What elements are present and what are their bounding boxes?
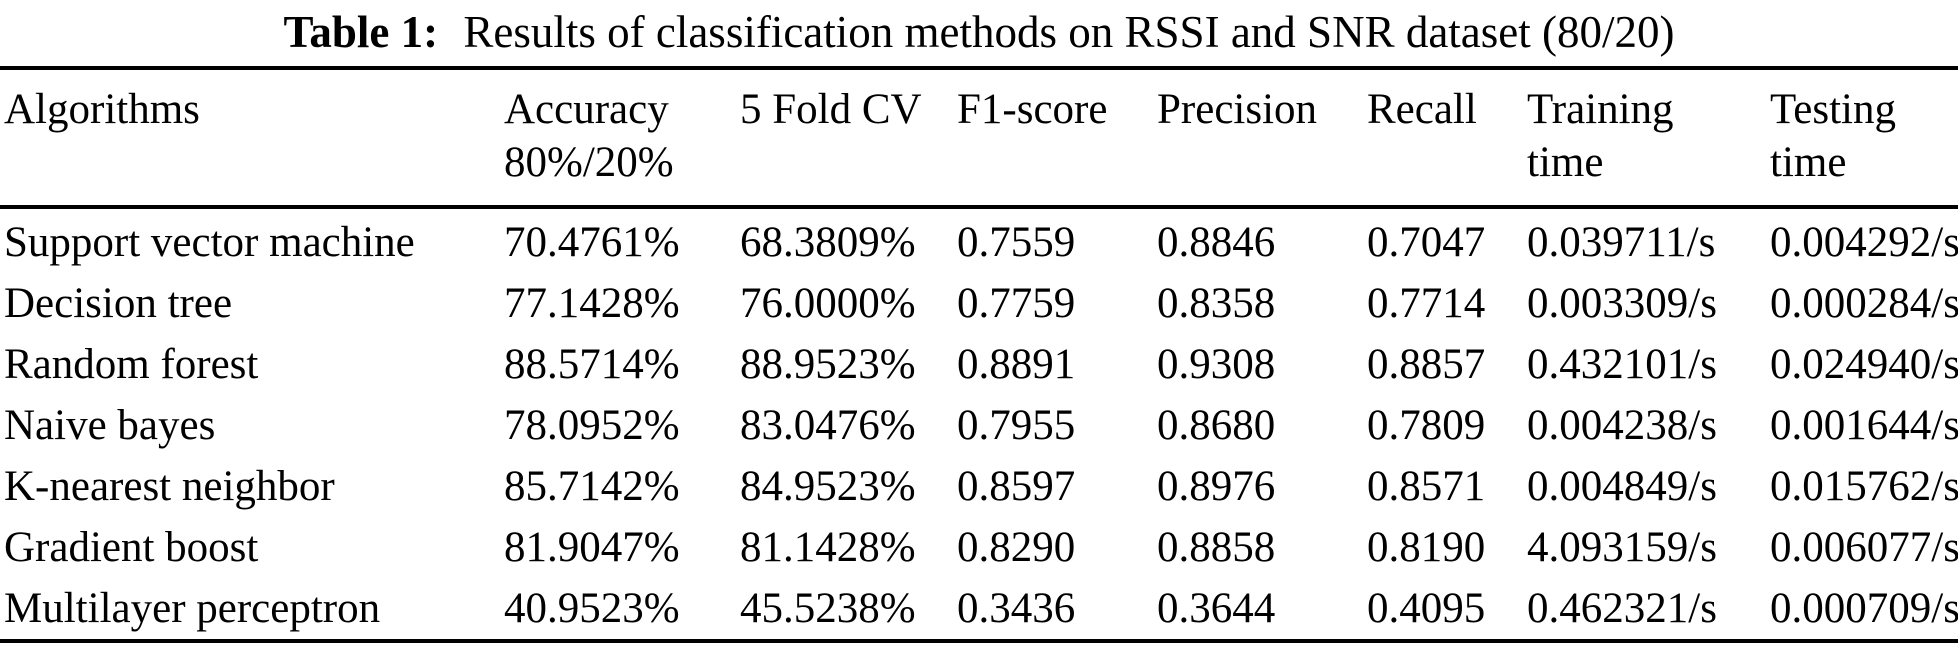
column-header-accuracy: Accuracy 80%/20% xyxy=(504,68,740,207)
cell-precision: 0.3644 xyxy=(1157,585,1276,632)
column-header-label: Testing xyxy=(1770,86,1896,133)
cell-testing-time: 0.004292/s xyxy=(1770,219,1958,266)
cell-accuracy: 81.9047% xyxy=(504,524,680,571)
cell-algorithm-name: Random forest xyxy=(4,341,259,388)
column-header-training-time: Training time xyxy=(1527,68,1770,207)
cell-5-fold-cv: 45.5238% xyxy=(740,585,916,632)
cell-5-fold-cv: 76.0000% xyxy=(740,280,916,327)
cell-f1-score: 0.8597 xyxy=(957,463,1076,510)
column-header-f1-score: F1-score xyxy=(957,68,1157,207)
cell-recall: 0.7809 xyxy=(1367,402,1486,449)
cell-algorithm-name: K-nearest neighbor xyxy=(4,463,335,510)
table-row-support-vector-machine: Support vector machine 70.4761% 68.3809%… xyxy=(0,207,1958,273)
column-header-algorithms: Algorithms xyxy=(0,68,504,207)
cell-training-time: 0.004238/s xyxy=(1527,402,1717,449)
cell-recall: 0.8571 xyxy=(1367,463,1486,510)
cell-training-time: 0.004849/s xyxy=(1527,463,1717,510)
column-header-label: Precision xyxy=(1157,86,1318,133)
cell-recall: 0.4095 xyxy=(1367,585,1486,632)
column-header-label: Accuracy xyxy=(504,86,669,133)
cell-f1-score: 0.7559 xyxy=(957,219,1076,266)
cell-5-fold-cv: 81.1428% xyxy=(740,524,916,571)
cell-accuracy: 78.0952% xyxy=(504,402,680,449)
cell-f1-score: 0.3436 xyxy=(957,585,1076,632)
cell-f1-score: 0.7759 xyxy=(957,280,1076,327)
column-header-subline: time xyxy=(1770,139,1847,186)
column-header-label: Recall xyxy=(1367,86,1477,133)
cell-algorithm-name: Naive bayes xyxy=(4,402,216,449)
cell-precision: 0.8358 xyxy=(1157,280,1276,327)
cell-algorithm-name: Support vector machine xyxy=(4,219,415,266)
cell-accuracy: 85.7142% xyxy=(504,463,680,510)
header-row: Algorithms Accuracy 80%/20% 5 Fold CV F1… xyxy=(0,68,1958,207)
cell-testing-time: 0.000284/s xyxy=(1770,280,1958,327)
table-row-multilayer-perceptron: Multilayer perceptron 40.9523% 45.5238% … xyxy=(0,578,1958,641)
cell-precision: 0.9308 xyxy=(1157,341,1276,388)
column-header-label: F1-score xyxy=(957,86,1108,133)
cell-training-time: 0.432101/s xyxy=(1527,341,1717,388)
table-row-k-nearest-neighbor: K-nearest neighbor 85.7142% 84.9523% 0.8… xyxy=(0,456,1958,517)
column-header-subline: 80%/20% xyxy=(504,139,674,186)
column-header-label: 5 Fold CV xyxy=(740,86,922,133)
cell-5-fold-cv: 88.9523% xyxy=(740,341,916,388)
cell-accuracy: 40.9523% xyxy=(504,585,680,632)
cell-algorithm-name: Decision tree xyxy=(4,280,233,327)
table-caption-label: Table 1: xyxy=(283,7,439,57)
cell-recall: 0.8857 xyxy=(1367,341,1486,388)
cell-testing-time: 0.024940/s xyxy=(1770,341,1958,388)
column-header-5-fold-cv: 5 Fold CV xyxy=(740,68,957,207)
cell-algorithm-name: Multilayer perceptron xyxy=(4,585,381,632)
cell-accuracy: 77.1428% xyxy=(504,280,680,327)
table-row-naive-bayes: Naive bayes 78.0952% 83.0476% 0.7955 0.8… xyxy=(0,395,1958,456)
table-caption: Table 1: Results of classification metho… xyxy=(0,3,1958,61)
cell-5-fold-cv: 83.0476% xyxy=(740,402,916,449)
table-row-random-forest: Random forest 88.5714% 88.9523% 0.8891 0… xyxy=(0,334,1958,395)
cell-precision: 0.8976 xyxy=(1157,463,1276,510)
cell-accuracy: 70.4761% xyxy=(504,219,680,266)
cell-training-time: 0.039711/s xyxy=(1527,219,1716,266)
cell-testing-time: 0.000709/s xyxy=(1770,585,1958,632)
cell-precision: 0.8858 xyxy=(1157,524,1276,571)
cell-5-fold-cv: 68.3809% xyxy=(740,219,916,266)
table-row-decision-tree: Decision tree 77.1428% 76.0000% 0.7759 0… xyxy=(0,273,1958,334)
cell-testing-time: 0.001644/s xyxy=(1770,402,1958,449)
cell-training-time: 0.003309/s xyxy=(1527,280,1717,327)
cell-testing-time: 0.006077/s xyxy=(1770,524,1958,571)
results-table: Algorithms Accuracy 80%/20% 5 Fold CV F1… xyxy=(0,66,1958,643)
column-header-subline: time xyxy=(1527,139,1604,186)
table-row-gradient-boost: Gradient boost 81.9047% 81.1428% 0.8290 … xyxy=(0,517,1958,578)
cell-training-time: 4.093159/s xyxy=(1527,524,1717,571)
column-header-label: Algorithms xyxy=(4,86,200,133)
column-header-recall: Recall xyxy=(1367,68,1527,207)
cell-5-fold-cv: 84.9523% xyxy=(740,463,916,510)
cell-algorithm-name: Gradient boost xyxy=(4,524,259,571)
column-header-label: Training xyxy=(1527,86,1674,133)
cell-recall: 0.7047 xyxy=(1367,219,1486,266)
cell-training-time: 0.462321/s xyxy=(1527,585,1717,632)
table-caption-text: Results of classification methods on RSS… xyxy=(463,7,1675,57)
cell-f1-score: 0.7955 xyxy=(957,402,1076,449)
cell-f1-score: 0.8290 xyxy=(957,524,1076,571)
cell-recall: 0.8190 xyxy=(1367,524,1486,571)
cell-testing-time: 0.015762/s xyxy=(1770,463,1958,510)
cell-accuracy: 88.5714% xyxy=(504,341,680,388)
column-header-precision: Precision xyxy=(1157,68,1367,207)
cell-precision: 0.8846 xyxy=(1157,219,1276,266)
cell-precision: 0.8680 xyxy=(1157,402,1276,449)
cell-f1-score: 0.8891 xyxy=(957,341,1076,388)
column-header-testing-time: Testing time xyxy=(1770,68,1958,207)
cell-recall: 0.7714 xyxy=(1367,280,1486,327)
